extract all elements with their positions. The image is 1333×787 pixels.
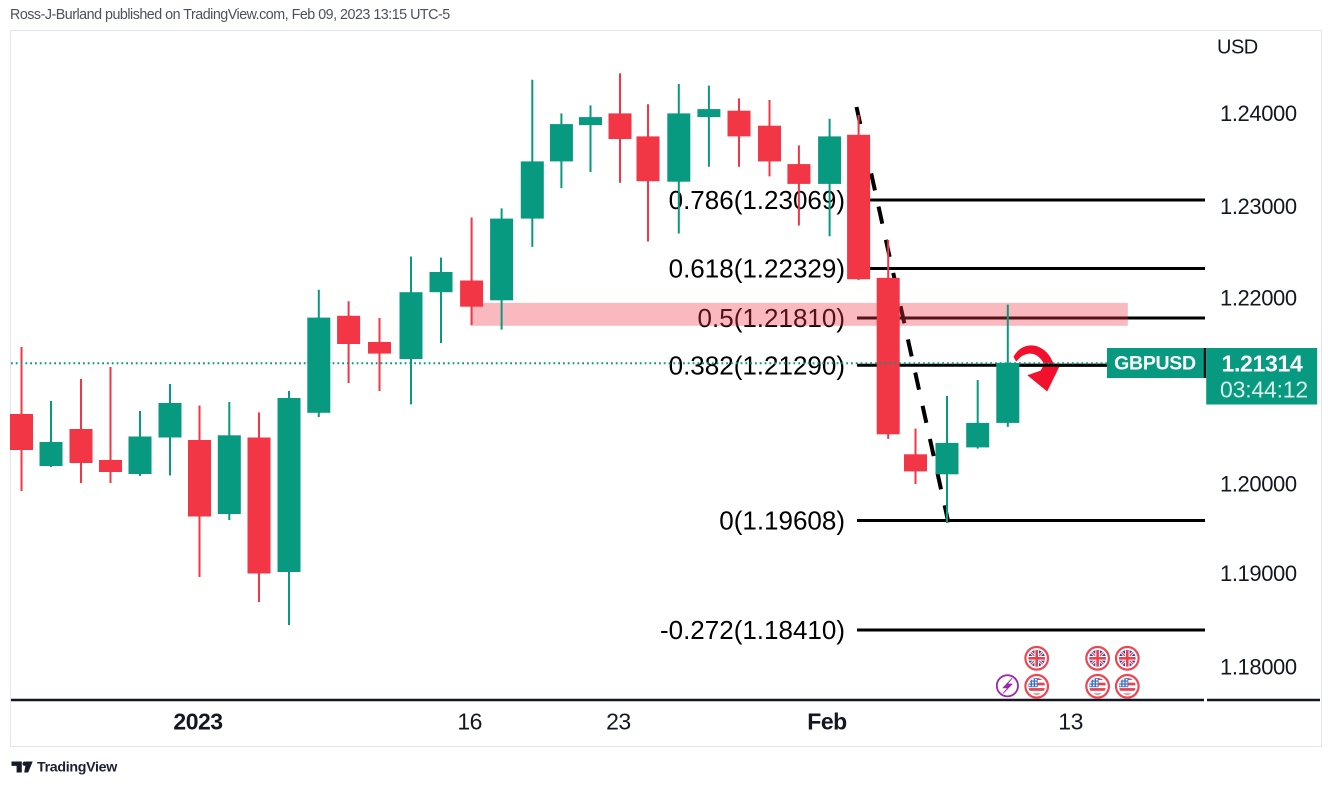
svg-text:16: 16 bbox=[457, 709, 482, 735]
svg-text:Feb: Feb bbox=[807, 709, 847, 735]
svg-text:0.786(1.23069): 0.786(1.23069) bbox=[669, 185, 845, 215]
svg-text:1.24000: 1.24000 bbox=[1220, 101, 1297, 126]
svg-text:2023: 2023 bbox=[173, 709, 222, 735]
svg-text:0.382(1.21290): 0.382(1.21290) bbox=[669, 350, 845, 380]
svg-text:1.23000: 1.23000 bbox=[1220, 194, 1297, 219]
svg-text:13: 13 bbox=[1058, 709, 1083, 735]
svg-text:03:44:12: 03:44:12 bbox=[1220, 377, 1308, 403]
svg-text:USD: USD bbox=[1217, 37, 1258, 59]
svg-text:1.19000: 1.19000 bbox=[1220, 561, 1297, 586]
svg-text:1.18000: 1.18000 bbox=[1220, 654, 1297, 679]
svg-text:1.20000: 1.20000 bbox=[1220, 472, 1297, 497]
svg-text:1.22000: 1.22000 bbox=[1220, 286, 1297, 311]
svg-text:0.618(1.22329): 0.618(1.22329) bbox=[669, 254, 845, 284]
svg-text:1.21314: 1.21314 bbox=[1221, 350, 1303, 376]
svg-text:0.5(1.21810): 0.5(1.21810) bbox=[698, 303, 845, 333]
svg-text:23: 23 bbox=[606, 709, 631, 735]
svg-text:GBPUSD: GBPUSD bbox=[1114, 353, 1196, 375]
svg-text:-0.272(1.18410): -0.272(1.18410) bbox=[660, 615, 845, 645]
svg-text:0(1.19608): 0(1.19608) bbox=[719, 506, 845, 536]
svg-text:TradingView: TradingView bbox=[37, 760, 118, 776]
